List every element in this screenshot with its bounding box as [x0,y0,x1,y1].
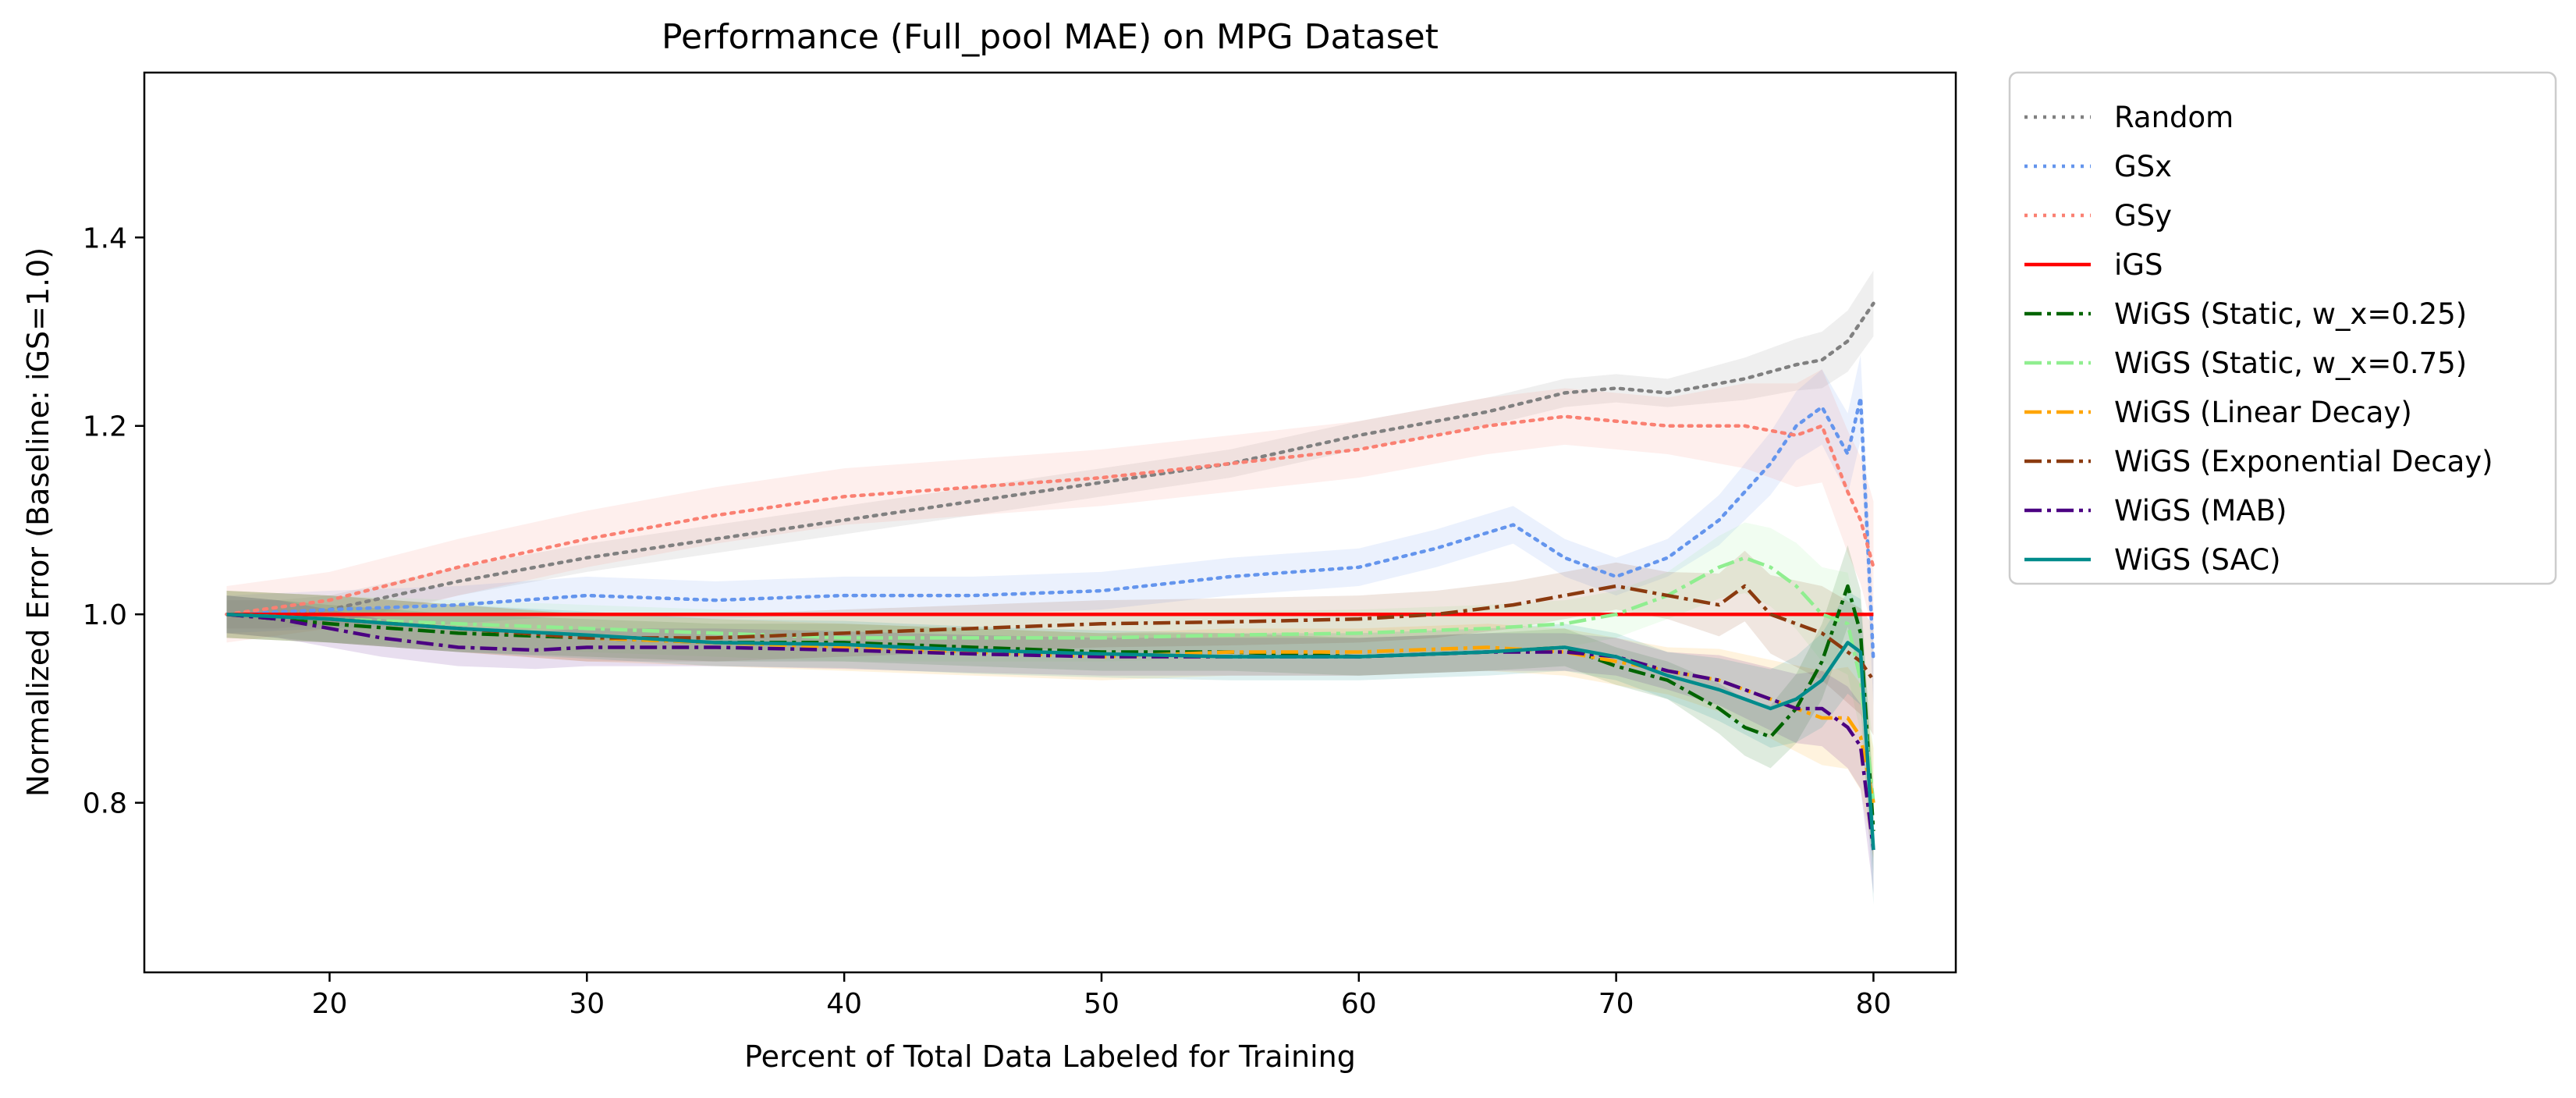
series-line-random [225,301,1875,617]
series-line-gsy [225,414,1875,617]
y-tick-label: 0.8 [83,788,127,820]
band-wigs-linear-decay [226,591,1874,858]
y-tick-label: 1.0 [83,599,127,631]
legend-label: GSx [2114,150,2172,183]
band-random [226,270,1874,629]
x-tick-label: 40 [826,988,862,1020]
series-line-wigs-exponential-decay [226,584,1875,681]
y-tick-label: 1.2 [83,411,127,443]
legend: Random GSx GSy iGS WiGS (Static, w_x=0.25) Wi… [2008,71,2557,585]
series-line-wigs-sac [226,612,1875,851]
band-gsx [226,355,1874,705]
y-tick-label: 1.4 [83,222,127,254]
legend-label: GSy [2114,199,2172,233]
legend-label: WiGS (MAB) [2114,494,2287,528]
band-wigs-static-w-x-0-75 [226,522,1874,858]
x-tick-label: 20 [312,988,348,1020]
legend-label: WiGS (Static, w_x=0.75) [2114,346,2467,380]
legend-label: WiGS (SAC) [2114,543,2281,577]
legend-label: iGS [2114,248,2163,282]
legend-label: Random [2114,101,2234,134]
x-tick-label: 50 [1084,988,1119,1020]
plot-frame [143,71,1957,974]
band-wigs-mab [226,595,1874,894]
y-axis-label: Normalized Error (Baseline: iGS=1.0) [21,247,55,797]
x-tick-label: 70 [1598,988,1634,1020]
legend-label: WiGS (Linear Decay) [2114,396,2412,429]
x-tick-label: 60 [1341,988,1377,1020]
x-tick-label: 80 [1856,988,1892,1020]
legend-label: WiGS (Exponential Decay) [2114,445,2493,478]
band-wigs-sac [226,591,1874,905]
band-wigs-static-w-x-0-25 [226,545,1874,876]
band-wigs-exponential-decay [226,550,1874,736]
y-axis: 0.8 1.0 1.2 1.4 [83,222,144,820]
legend-label: WiGS (Static, w_x=0.25) [2114,297,2467,331]
x-tick-label: 30 [569,988,605,1020]
series-line-gsx [225,396,1875,663]
x-axis: 20 30 40 50 60 70 80 [312,972,1892,1020]
x-axis-label: Percent of Total Data Labeled for Traini… [744,1039,1356,1074]
series-line-wigs-static-w-x-0-75 [226,556,1875,803]
band-gsy [226,369,1874,643]
series-line-wigs-linear-decay [226,612,1875,804]
chart-title: Performance (Full_pool MAE) on MPG Datas… [662,17,1439,57]
legend-box [2008,71,2557,585]
plot-lines [225,301,1875,851]
plot-bands [226,270,1874,905]
